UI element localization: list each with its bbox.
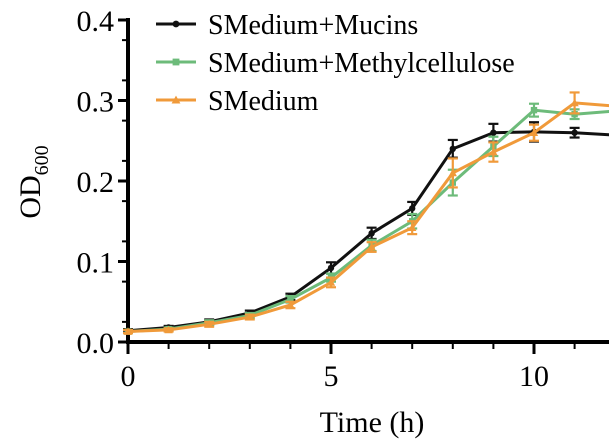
series-line [127,108,609,334]
x-tick-label: 0 [121,360,136,393]
series-line [127,130,609,333]
data-point [490,129,497,136]
legend-marker [172,58,180,66]
data-point [287,296,294,303]
data-point [327,264,335,272]
data-point [530,106,538,114]
legend-item: SMedium+Mucins [156,10,418,41]
series-3 [123,91,609,335]
legend-label: SMedium+Methylcellulose [208,48,515,79]
x-tick-label: 5 [324,360,339,393]
y-tick-label: 0.3 [77,86,115,119]
y-axis-label-main: OD [14,175,47,218]
data-point [448,168,457,177]
y-axis-label: OD600 [14,145,53,218]
data-point [571,129,578,136]
data-point [367,242,376,251]
y-tick-label: 0.0 [77,327,115,360]
series-2 [123,102,609,335]
legend-label: SMedium+Mucins [208,10,418,41]
data-point [409,205,416,212]
data-point [123,327,133,335]
y-tick-label: 0.4 [77,5,115,38]
data-point [368,230,375,237]
data-point [408,223,417,232]
series-line [127,101,609,334]
data-point [286,300,295,309]
x-axis-label: Time (h) [320,406,425,439]
series-layer [123,91,609,335]
data-point [205,320,214,328]
y-tick-label: 0.2 [77,166,115,199]
series-1 [123,121,609,334]
data-point [449,145,456,152]
data-point [489,147,498,156]
legend-label: SMedium [208,86,319,117]
axes: 0.0 0.1 0.2 0.3 0.4 0 5 10 [77,5,609,393]
legend-marker [172,20,180,28]
legend: SMedium+Mucins SMedium+Methylcellulose SMe… [156,10,515,117]
data-point [164,325,173,334]
data-point [326,278,336,286]
legend-marker [171,95,181,104]
data-point [570,98,579,107]
y-axis-label-subscript: 600 [31,145,53,175]
data-point [529,128,539,137]
y-tick-label: 0.1 [77,247,115,280]
legend-item: SMedium+Methylcellulose [156,48,515,79]
x-tick-label: 10 [519,360,549,393]
legend-item: SMedium [156,86,319,117]
data-point [245,312,254,321]
